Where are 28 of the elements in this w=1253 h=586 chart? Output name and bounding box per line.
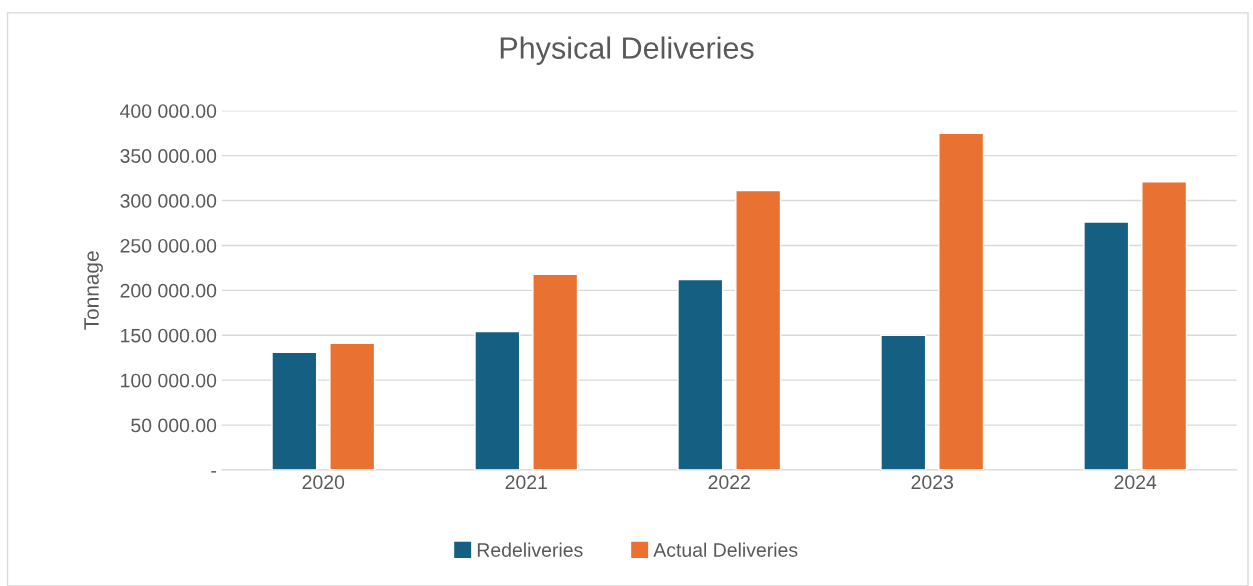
y-axis-title: Tonnage bbox=[84, 251, 103, 330]
y-tick-label: 300 000.00 bbox=[120, 194, 217, 208]
bar bbox=[938, 132, 985, 470]
y-tick-label: 250 000.00 bbox=[120, 238, 217, 253]
chart-title: Physical Deliveries bbox=[500, 36, 754, 65]
x-tick-label: 2023 bbox=[911, 475, 954, 490]
bar bbox=[735, 189, 782, 470]
y-tick-label: 150 000.00 bbox=[121, 328, 217, 343]
bar bbox=[1141, 181, 1188, 470]
bar bbox=[1083, 221, 1130, 470]
x-tick-label: 2024 bbox=[1114, 475, 1157, 490]
bar bbox=[880, 334, 927, 470]
bar bbox=[271, 351, 318, 470]
legend-label: Redeliveries bbox=[477, 542, 583, 557]
legend-label: Actual Deliveries bbox=[653, 542, 798, 557]
y-tick-label: 200 000.00 bbox=[120, 283, 217, 298]
bar bbox=[532, 273, 579, 470]
y-tick-label: 100 000.00 bbox=[121, 373, 217, 388]
y-tick-label: - bbox=[211, 471, 217, 473]
y-tick-label: 400 000.00 bbox=[120, 104, 217, 118]
y-tick-label: 50 000.00 bbox=[131, 418, 217, 433]
x-tick-label: 2020 bbox=[302, 475, 345, 490]
x-tick-label: 2021 bbox=[505, 475, 547, 490]
bar bbox=[329, 342, 376, 470]
bar bbox=[474, 330, 521, 470]
bar bbox=[677, 278, 724, 470]
y-tick-label: 350 000.00 bbox=[120, 149, 217, 163]
x-tick-label: 2022 bbox=[708, 475, 750, 490]
